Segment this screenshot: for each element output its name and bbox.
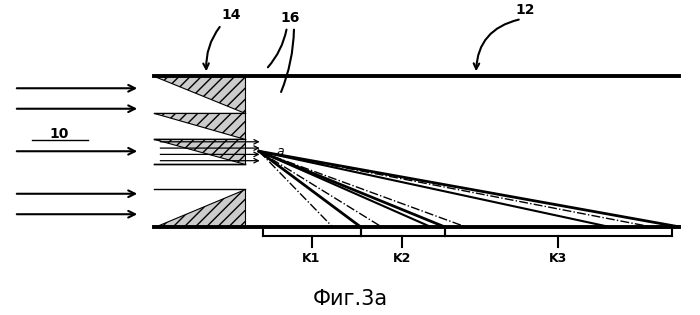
Text: 12: 12 bbox=[515, 3, 535, 17]
Text: 14: 14 bbox=[203, 8, 241, 69]
Text: 10: 10 bbox=[50, 127, 69, 141]
Polygon shape bbox=[154, 76, 245, 113]
Text: K2: K2 bbox=[393, 252, 412, 265]
Polygon shape bbox=[154, 139, 245, 164]
Polygon shape bbox=[154, 113, 245, 139]
Text: Фиг.3а: Фиг.3а bbox=[312, 289, 388, 309]
Polygon shape bbox=[154, 189, 245, 227]
Text: 16: 16 bbox=[281, 11, 300, 25]
Text: a: a bbox=[276, 145, 284, 158]
Text: K1: K1 bbox=[302, 252, 321, 265]
Text: K3: K3 bbox=[549, 252, 568, 265]
